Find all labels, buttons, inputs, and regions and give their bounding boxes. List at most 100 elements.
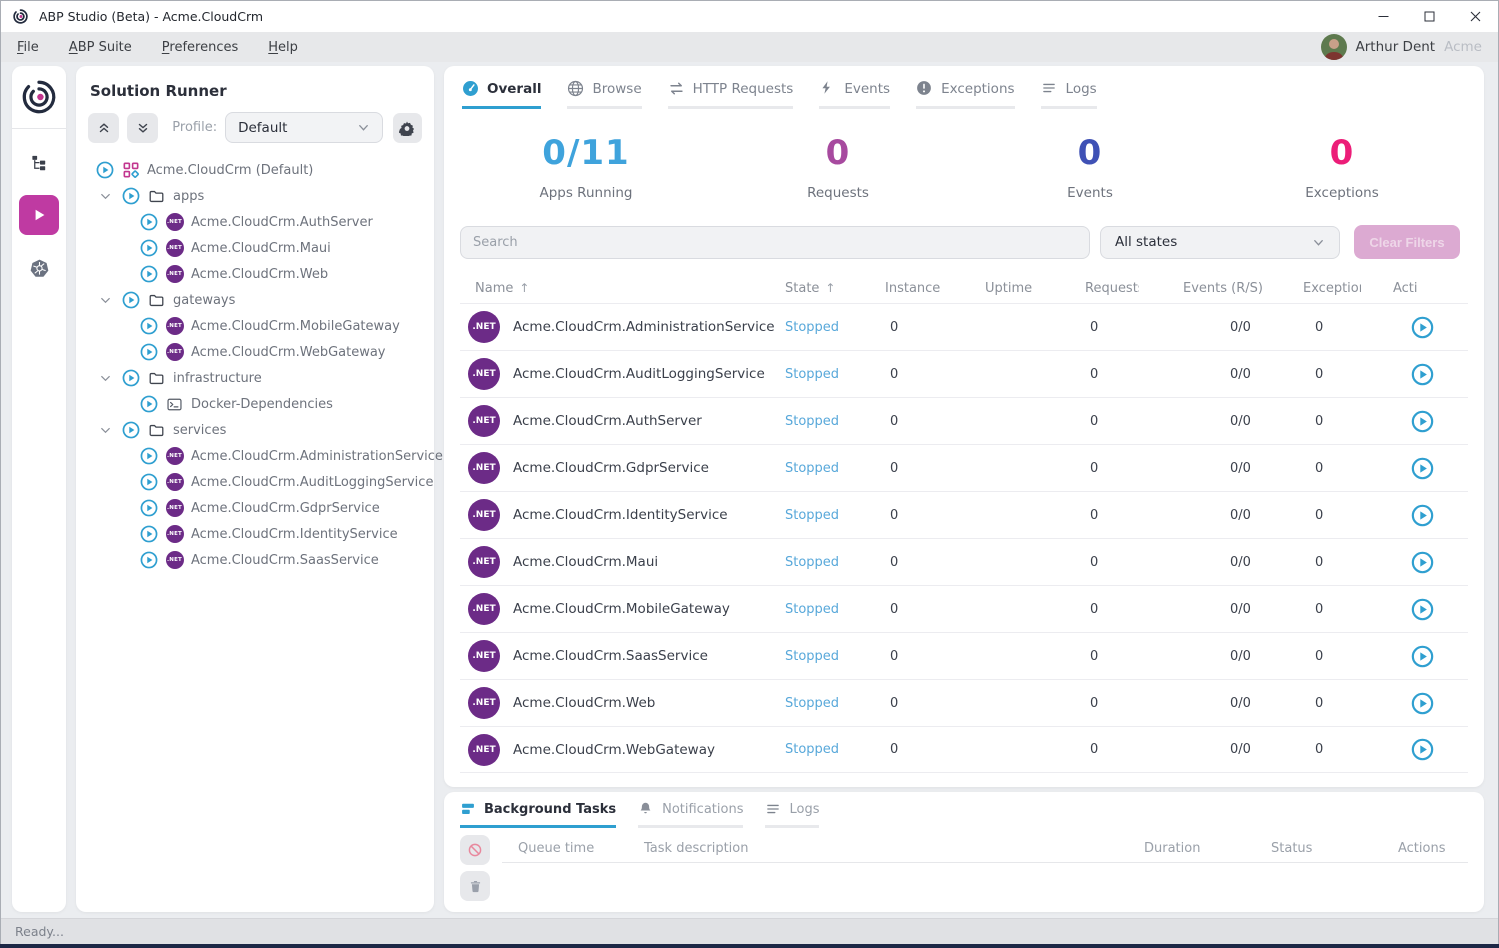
tree-item-label: Acme.CloudCrm.WebGateway <box>191 344 386 360</box>
tree-item-services[interactable]: services <box>88 417 422 443</box>
play-circle-icon[interactable] <box>140 499 158 517</box>
app-exceptions: 0 <box>1315 460 1324 476</box>
play-circle-icon[interactable] <box>140 343 158 361</box>
table-row-acme-cloudcrm-maui[interactable]: .NET Acme.CloudCrm.Maui Stopped 0 0 0/0 0 <box>460 538 1468 585</box>
play-circle-icon[interactable] <box>122 291 140 309</box>
play-circle-icon[interactable] <box>122 187 140 205</box>
search-input[interactable] <box>460 225 1090 259</box>
column-header-uptime[interactable]: Uptime <box>985 280 1033 296</box>
start-app-button[interactable] <box>1411 363 1434 386</box>
expander-chevron-icon[interactable] <box>96 187 114 205</box>
expand-all-button[interactable] <box>127 112 159 143</box>
start-app-button[interactable] <box>1411 645 1434 668</box>
tab-overall[interactable]: Overall <box>462 80 542 109</box>
solution-explorer-icon[interactable] <box>20 145 58 179</box>
state-filter-select[interactable]: All states <box>1100 225 1340 259</box>
solution-runner-icon[interactable] <box>19 195 59 235</box>
menu-item-file[interactable]: File <box>17 39 39 55</box>
tree-item-infrastructure[interactable]: infrastructure <box>88 365 422 391</box>
tree-item-docker-dependencies[interactable]: Docker-Dependencies <box>88 391 422 417</box>
start-app-button[interactable] <box>1411 738 1434 761</box>
tree-item-acme-cloudcrm-saasservice[interactable]: .NET Acme.CloudCrm.SaasService <box>88 547 422 573</box>
tree-item-gateways[interactable]: gateways <box>88 287 422 313</box>
abp-logo-icon[interactable] <box>20 78 58 116</box>
start-app-button[interactable] <box>1411 316 1434 339</box>
menu-item-help[interactable]: Help <box>268 39 298 55</box>
tree-item-acme-cloudcrm-authserver[interactable]: .NET Acme.CloudCrm.AuthServer <box>88 209 422 235</box>
tree-item-acme-cloudcrm-auditloggingservice[interactable]: .NET Acme.CloudCrm.AuditLoggingService <box>88 469 433 495</box>
tree-item-label: gateways <box>173 292 236 308</box>
column-header-name[interactable]: Name ↑ <box>475 280 530 296</box>
tree-item-acme-cloudcrm-webgateway[interactable]: .NET Acme.CloudCrm.WebGateway <box>88 339 422 365</box>
maximize-button[interactable] <box>1406 1 1452 32</box>
menu-item-abp-suite[interactable]: ABP Suite <box>68 39 132 55</box>
play-circle-icon[interactable] <box>140 395 158 413</box>
tree-item-acme-cloudcrm-maui[interactable]: .NET Acme.CloudCrm.Maui <box>88 235 422 261</box>
kubernetes-icon[interactable] <box>20 251 58 285</box>
tree-item-acme-cloudcrm-web[interactable]: .NET Acme.CloudCrm.Web <box>88 261 422 287</box>
table-row-acme-cloudcrm-administrationservice[interactable]: .NET Acme.CloudCrm.AdministrationService S… <box>460 303 1468 350</box>
tree-item-acme-cloudcrm-identityservice[interactable]: .NET Acme.CloudCrm.IdentityService <box>88 521 422 547</box>
play-circle-icon[interactable] <box>140 213 158 231</box>
expander-chevron-icon[interactable] <box>96 291 114 309</box>
minimize-button[interactable] <box>1360 1 1406 32</box>
bottom-tab-logs[interactable]: Logs <box>765 801 820 828</box>
column-header-events-r-s[interactable]: Events (R/S) <box>1183 280 1263 296</box>
table-row-acme-cloudcrm-identityservice[interactable]: .NET Acme.CloudCrm.IdentityService Stopped… <box>460 491 1468 538</box>
user-name[interactable]: Arthur Dent <box>1355 39 1436 55</box>
clear-filters-button[interactable]: Clear Filters <box>1354 225 1460 259</box>
tab-events[interactable]: Events <box>819 80 891 109</box>
user-avatar[interactable] <box>1320 34 1347 60</box>
play-circle-icon[interactable] <box>140 551 158 569</box>
app-events: 0/0 <box>1230 742 1251 757</box>
column-header-state[interactable]: State ↑ <box>785 280 836 296</box>
play-circle-icon[interactable] <box>140 525 158 543</box>
tree-item-acme-cloudcrm-gdprservice[interactable]: .NET Acme.CloudCrm.GdprService <box>88 495 422 521</box>
gear-icon[interactable] <box>392 112 422 143</box>
tree-item-apps[interactable]: apps <box>88 183 422 209</box>
close-button[interactable] <box>1452 1 1498 32</box>
play-circle-icon[interactable] <box>140 265 158 283</box>
profile-select[interactable]: Default <box>225 112 383 143</box>
play-circle-icon[interactable] <box>140 239 158 257</box>
tab-logs[interactable]: Logs <box>1040 80 1097 109</box>
tab-exceptions[interactable]: Exceptions <box>916 80 1015 109</box>
column-header-requests[interactable]: Requests <box>1085 280 1139 296</box>
column-header-exceptions[interactable]: Exceptions <box>1303 280 1361 296</box>
play-circle-icon[interactable] <box>122 421 140 439</box>
expander-chevron-icon[interactable] <box>96 369 114 387</box>
table-row-acme-cloudcrm-authserver[interactable]: .NET Acme.CloudCrm.AuthServer Stopped 0 0 0/0… <box>460 397 1468 444</box>
table-row-acme-cloudcrm-webgateway[interactable]: .NET Acme.CloudCrm.WebGateway Stopped 0 0 0/0… <box>460 726 1468 773</box>
bottom-tab-notifications[interactable]: Notifications <box>638 801 744 828</box>
tree-item-acme-cloudcrm-default[interactable]: Acme.CloudCrm (Default) <box>88 157 422 183</box>
tree-item-acme-cloudcrm-administrationservice[interactable]: .NET Acme.CloudCrm.AdministrationService <box>88 443 443 469</box>
column-header-instance[interactable]: Instance <box>885 280 941 296</box>
start-app-button[interactable] <box>1411 457 1434 480</box>
start-app-button[interactable] <box>1411 551 1434 574</box>
start-app-button[interactable] <box>1411 504 1434 527</box>
play-circle-icon[interactable] <box>122 369 140 387</box>
start-app-button[interactable] <box>1411 692 1434 715</box>
play-circle-icon[interactable] <box>96 161 114 179</box>
start-app-button[interactable] <box>1411 598 1434 621</box>
expander-chevron-icon[interactable] <box>96 421 114 439</box>
table-row-acme-cloudcrm-gdprservice[interactable]: .NET Acme.CloudCrm.GdprService Stopped 0 0 0/… <box>460 444 1468 491</box>
start-app-button[interactable] <box>1411 410 1434 433</box>
terminal-icon <box>165 395 184 414</box>
play-circle-icon[interactable] <box>140 473 158 491</box>
column-header-actions[interactable]: Actions <box>1393 280 1418 296</box>
collapse-all-button[interactable] <box>88 112 120 143</box>
table-row-acme-cloudcrm-saasservice[interactable]: .NET Acme.CloudCrm.SaasService Stopped 0 0 0/… <box>460 632 1468 679</box>
table-row-acme-cloudcrm-auditloggingservice[interactable]: .NET Acme.CloudCrm.AuditLoggingService Sto… <box>460 350 1468 397</box>
table-row-acme-cloudcrm-web[interactable]: .NET Acme.CloudCrm.Web Stopped 0 0 0/0 0 <box>460 679 1468 726</box>
table-row-acme-cloudcrm-mobilegateway[interactable]: .NET Acme.CloudCrm.MobileGateway Stopped 0 0… <box>460 585 1468 632</box>
play-circle-icon[interactable] <box>140 447 158 465</box>
bottom-tab-background-tasks[interactable]: Background Tasks <box>460 801 617 828</box>
tab-http-requests[interactable]: HTTP Requests <box>667 80 794 109</box>
play-circle-icon[interactable] <box>140 317 158 335</box>
cancel-task-button[interactable] <box>460 835 490 865</box>
menu-item-preferences[interactable]: Preferences <box>161 39 239 55</box>
tab-browse[interactable]: Browse <box>567 80 642 109</box>
delete-tasks-button[interactable] <box>460 871 490 901</box>
tree-item-acme-cloudcrm-mobilegateway[interactable]: .NET Acme.CloudCrm.MobileGateway <box>88 313 422 339</box>
